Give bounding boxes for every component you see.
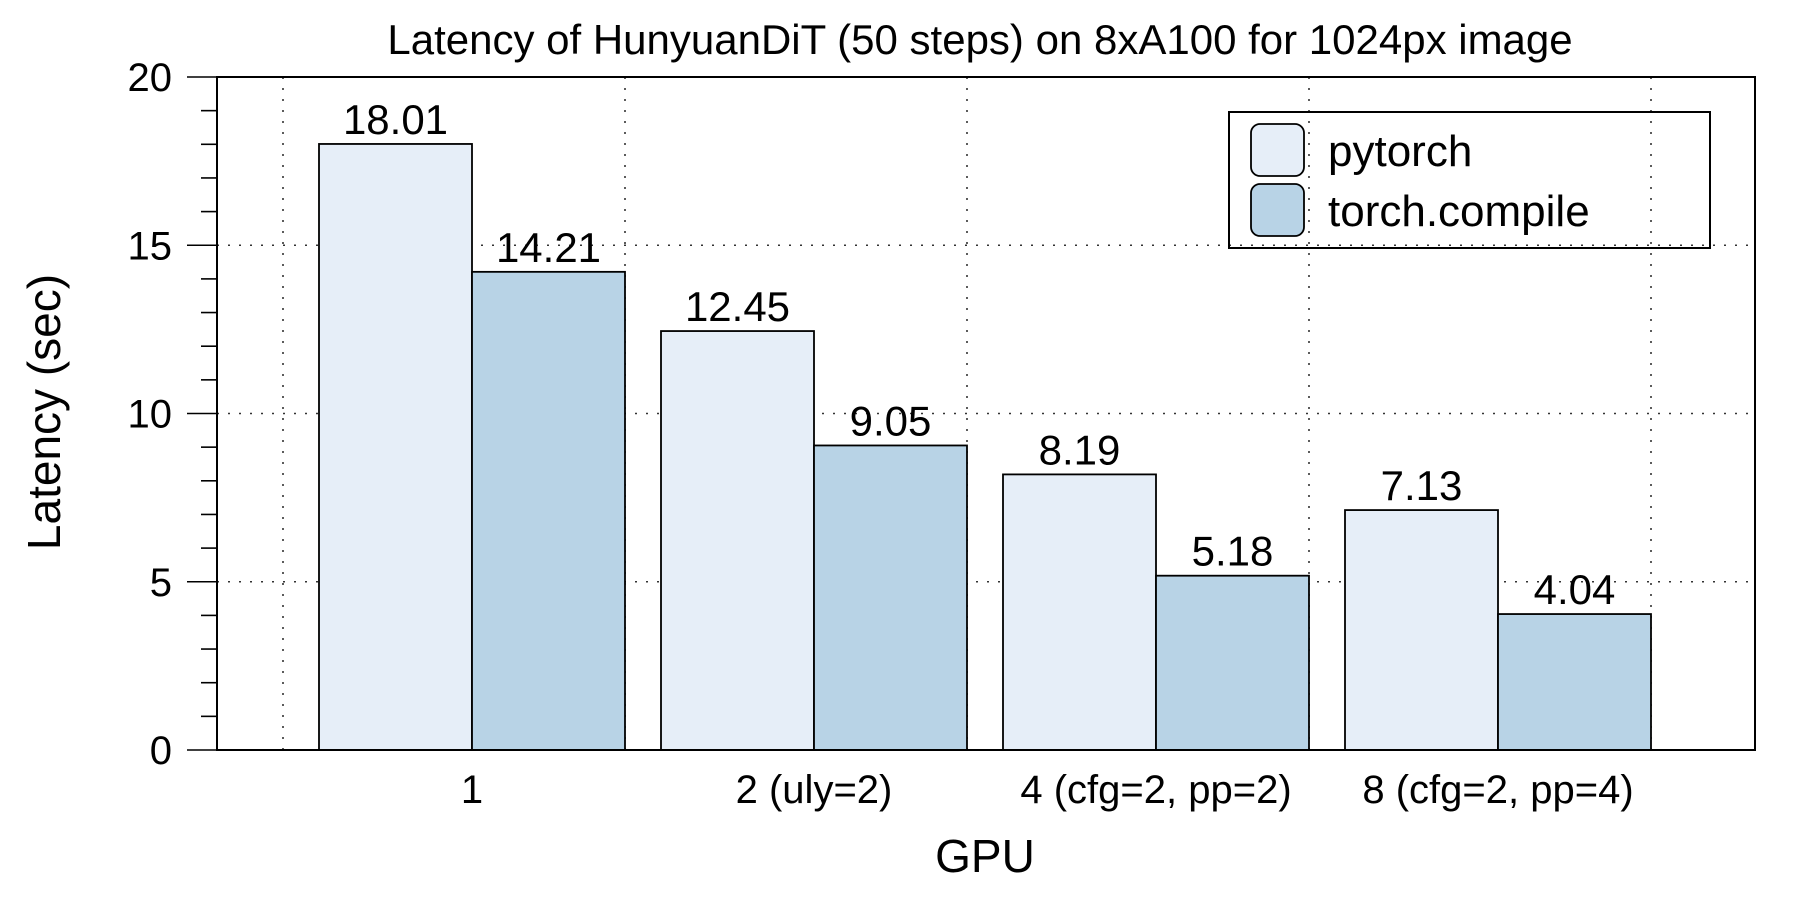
bar-labels: 18.01 14.21 12.45 9.05 8.19 5.18 7.13 4.04: [343, 96, 1615, 613]
chart-title: Latency of HunyuanDiT (50 steps) on 8xA1…: [387, 16, 1572, 63]
x-tick-label-3: 4 (cfg=2, pp=2): [1020, 768, 1291, 812]
y-tick-label-4: 20: [128, 56, 173, 100]
x-tick-label-2: 2 (uly=2): [736, 768, 893, 812]
legend-box: [1228, 111, 1711, 249]
bar-pytorch-2: [660, 330, 815, 751]
data-label-pytorch-2: 12.45: [685, 283, 790, 330]
x-axis-label: GPU: [935, 830, 1035, 882]
data-label-torch-compile-1: 14.21: [496, 224, 601, 271]
bar-pytorch-4: [1344, 509, 1499, 751]
x-tick-label-1: 1: [461, 768, 483, 812]
y-tick-label-0: 0: [150, 729, 172, 773]
legend-label-torch-compile: torch.compile: [1328, 187, 1590, 236]
data-label-torch-compile-4: 4.04: [1534, 566, 1616, 613]
data-label-pytorch-4: 7.13: [1381, 462, 1463, 509]
x-tick-label-4: 8 (cfg=2, pp=4): [1362, 768, 1633, 812]
y-tick-label-3: 15: [128, 224, 173, 268]
legend: pytorch torch.compile: [1228, 111, 1711, 249]
bar-torch-compile-1: [471, 270, 626, 751]
bar-torch-compile-3: [1155, 574, 1310, 751]
bar-torch-compile-4: [1497, 613, 1652, 751]
data-label-torch-compile-2: 9.05: [850, 397, 932, 444]
x-axis-ticks: 1 2 (uly=2) 4 (cfg=2, pp=2) 8 (cfg=2, pp=4): [461, 768, 1634, 812]
data-label-torch-compile-3: 5.18: [1192, 528, 1274, 575]
bar-torch-compile-2: [813, 444, 968, 751]
bars: [318, 143, 1652, 751]
y-axis-label: Latency (sec): [18, 274, 70, 550]
y-axis-ticks: 0 5 10 15 20: [128, 56, 217, 773]
y-tick-label-1: 5: [150, 561, 172, 605]
bar-pytorch-3: [1002, 473, 1157, 751]
legend-swatch-pytorch: [1250, 123, 1305, 177]
data-label-pytorch-3: 8.19: [1039, 426, 1121, 473]
data-label-pytorch-1: 18.01: [343, 96, 448, 143]
bar-pytorch-1: [318, 143, 473, 751]
legend-label-pytorch: pytorch: [1328, 127, 1472, 176]
legend-swatch-torch-compile: [1250, 183, 1305, 237]
y-tick-label-2: 10: [128, 393, 173, 437]
